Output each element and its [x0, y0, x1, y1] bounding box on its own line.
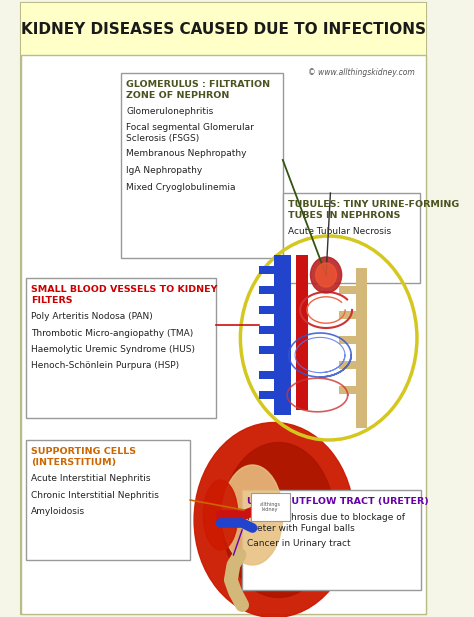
FancyBboxPatch shape — [296, 255, 308, 410]
FancyBboxPatch shape — [356, 268, 367, 428]
Text: Glomerulonephritis: Glomerulonephritis — [126, 107, 213, 116]
Text: Cancer in Urinary tract: Cancer in Urinary tract — [247, 539, 351, 549]
FancyBboxPatch shape — [26, 440, 190, 560]
FancyBboxPatch shape — [21, 3, 427, 55]
FancyBboxPatch shape — [259, 306, 274, 314]
FancyBboxPatch shape — [259, 391, 274, 399]
Text: SUPPORTING CELLS
(INTERSTITIUM): SUPPORTING CELLS (INTERSTITIUM) — [31, 447, 136, 467]
FancyBboxPatch shape — [339, 311, 358, 319]
FancyBboxPatch shape — [26, 278, 216, 418]
Text: Focal segmental Glomerular
Sclerosis (FSGS): Focal segmental Glomerular Sclerosis (FS… — [126, 123, 254, 143]
FancyBboxPatch shape — [259, 326, 274, 334]
FancyBboxPatch shape — [121, 73, 283, 258]
FancyBboxPatch shape — [259, 286, 274, 294]
FancyBboxPatch shape — [339, 286, 358, 294]
Text: Henoch-Schönlein Purpura (HSP): Henoch-Schönlein Purpura (HSP) — [31, 362, 179, 370]
Ellipse shape — [203, 480, 238, 550]
Text: © www.allthingskidney.com: © www.allthingskidney.com — [309, 68, 415, 77]
Text: Hydronephrosis due to blockage of
Ureter with Fungal balls: Hydronephrosis due to blockage of Ureter… — [247, 513, 405, 533]
Text: Chronic Interstitial Nephritis: Chronic Interstitial Nephritis — [31, 491, 159, 500]
FancyBboxPatch shape — [21, 55, 427, 614]
Text: SMALL BLOOD VESSELS TO KIDNEY
FILTERS: SMALL BLOOD VESSELS TO KIDNEY FILTERS — [31, 285, 217, 305]
Text: Thrombotic Micro-angiopathy (TMA): Thrombotic Micro-angiopathy (TMA) — [31, 328, 193, 337]
FancyBboxPatch shape — [21, 3, 427, 614]
Text: KIDNEY DISEASES CAUSED DUE TO INFECTIONS: KIDNEY DISEASES CAUSED DUE TO INFECTIONS — [21, 22, 427, 36]
Ellipse shape — [222, 442, 335, 597]
Text: allthings
kidney: allthings kidney — [259, 502, 280, 512]
Ellipse shape — [222, 465, 283, 565]
Text: GLOMERULUS : FILTRATION
ZONE OF NEPHRON: GLOMERULUS : FILTRATION ZONE OF NEPHRON — [126, 80, 270, 100]
Circle shape — [310, 257, 342, 293]
FancyBboxPatch shape — [259, 371, 274, 379]
FancyBboxPatch shape — [259, 266, 274, 274]
FancyBboxPatch shape — [339, 386, 358, 394]
Text: Haemolytic Uremic Syndrome (HUS): Haemolytic Uremic Syndrome (HUS) — [31, 345, 195, 354]
FancyBboxPatch shape — [283, 193, 419, 283]
FancyBboxPatch shape — [274, 255, 292, 415]
Text: URINE OUTFLOW TRACT (URETER): URINE OUTFLOW TRACT (URETER) — [247, 497, 429, 506]
FancyBboxPatch shape — [339, 336, 358, 344]
Text: Amyloidosis: Amyloidosis — [31, 507, 85, 516]
FancyBboxPatch shape — [251, 493, 290, 521]
FancyBboxPatch shape — [339, 361, 358, 369]
Text: TUBULES: TINY URINE-FORMING
TUBES IN NEPHRONS: TUBULES: TINY URINE-FORMING TUBES IN NEP… — [288, 200, 459, 220]
Text: IgA Nephropathy: IgA Nephropathy — [126, 166, 202, 175]
Text: Acute Interstitial Nephritis: Acute Interstitial Nephritis — [31, 474, 150, 483]
Text: Poly Arteritis Nodosa (PAN): Poly Arteritis Nodosa (PAN) — [31, 312, 153, 321]
Text: Mixed Cryoglobulinemia: Mixed Cryoglobulinemia — [126, 183, 236, 191]
Text: Acute Tubular Necrosis: Acute Tubular Necrosis — [288, 227, 391, 236]
FancyBboxPatch shape — [242, 490, 421, 590]
FancyBboxPatch shape — [259, 346, 274, 354]
Ellipse shape — [194, 423, 354, 617]
Text: Membranous Nephropathy: Membranous Nephropathy — [126, 149, 246, 159]
Circle shape — [316, 263, 337, 287]
